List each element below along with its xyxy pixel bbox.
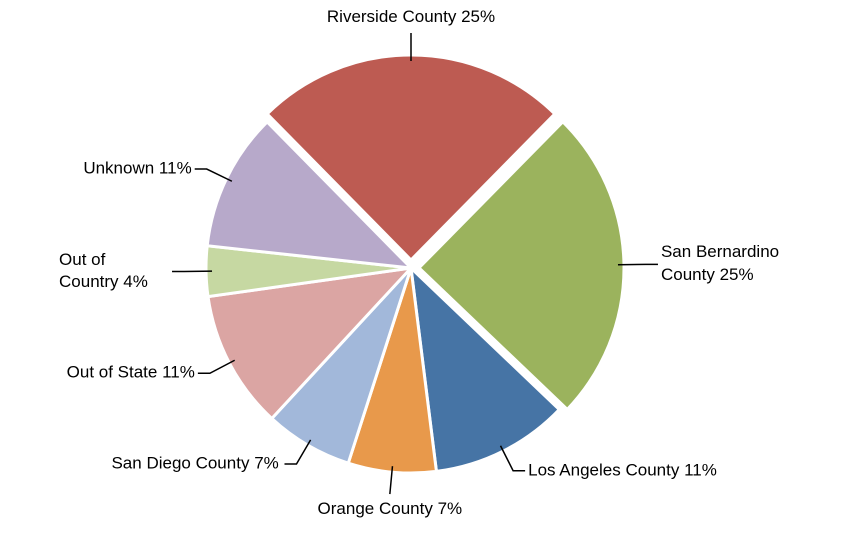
- slice-value: 11%: [684, 460, 717, 480]
- leader-line: [197, 359, 236, 375]
- slice-name: Out of State: [66, 362, 158, 382]
- slice-value: 7%: [254, 453, 279, 473]
- slice-name: Unknown: [83, 158, 155, 178]
- slice-name: San Bernardino County: [660, 242, 780, 285]
- slice-name: San Diego County: [111, 453, 250, 473]
- slice-label: San Diego County 7%: [111, 453, 281, 476]
- slice-value: 25%: [461, 7, 496, 27]
- slice-name: Out of Country: [59, 249, 119, 292]
- slice-value: 4%: [123, 272, 148, 292]
- slice-label: San Bernardino County 25%: [661, 241, 811, 287]
- slice-label: Out of State 11%: [67, 362, 195, 385]
- leader-line: [389, 466, 394, 495]
- slice-label: Unknown 11%: [83, 158, 191, 181]
- slice-label: Los Angeles County 11%: [528, 459, 717, 482]
- leader-line: [499, 445, 526, 472]
- slice-label: Out of Country 4%: [59, 249, 169, 295]
- slice-name: Orange County: [317, 499, 433, 518]
- slice-name: Los Angeles County: [528, 460, 680, 480]
- slice-value: 25%: [719, 265, 754, 285]
- slice-label: Orange County 7%: [318, 498, 463, 521]
- slice-label: Riverside County 25%: [327, 6, 495, 29]
- slice-name: Riverside County: [326, 7, 457, 27]
- slice-value: 7%: [437, 499, 463, 518]
- leader-line: [284, 439, 312, 465]
- leader-line: [194, 168, 233, 182]
- slice-value: 11%: [158, 158, 192, 178]
- slice-value: 11%: [162, 362, 195, 382]
